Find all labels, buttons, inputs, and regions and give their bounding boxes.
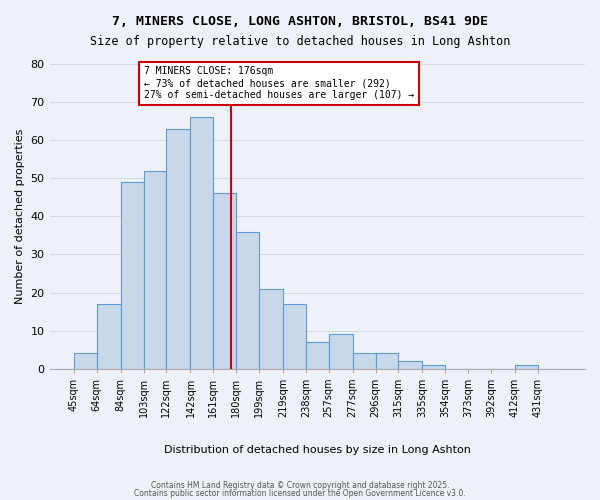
Bar bbox=[259, 288, 283, 368]
Bar bbox=[166, 128, 190, 368]
Bar bbox=[121, 182, 143, 368]
Bar bbox=[283, 304, 306, 368]
Bar bbox=[236, 232, 259, 368]
Bar bbox=[190, 118, 214, 368]
Text: 7 MINERS CLOSE: 176sqm
← 73% of detached houses are smaller (292)
27% of semi-de: 7 MINERS CLOSE: 176sqm ← 73% of detached… bbox=[143, 66, 414, 100]
Bar bbox=[422, 365, 445, 368]
Bar bbox=[376, 354, 398, 368]
Bar bbox=[398, 361, 422, 368]
Bar bbox=[329, 334, 353, 368]
Text: Contains HM Land Registry data © Crown copyright and database right 2025.: Contains HM Land Registry data © Crown c… bbox=[151, 481, 449, 490]
Text: Size of property relative to detached houses in Long Ashton: Size of property relative to detached ho… bbox=[90, 35, 510, 48]
Bar bbox=[306, 342, 329, 368]
Text: Contains public sector information licensed under the Open Government Licence v3: Contains public sector information licen… bbox=[134, 488, 466, 498]
Bar bbox=[214, 194, 236, 368]
Text: 7, MINERS CLOSE, LONG ASHTON, BRISTOL, BS41 9DE: 7, MINERS CLOSE, LONG ASHTON, BRISTOL, B… bbox=[112, 15, 488, 28]
Bar bbox=[143, 170, 166, 368]
X-axis label: Distribution of detached houses by size in Long Ashton: Distribution of detached houses by size … bbox=[164, 445, 471, 455]
Bar bbox=[97, 304, 121, 368]
Bar bbox=[74, 354, 97, 368]
Bar bbox=[515, 365, 538, 368]
Y-axis label: Number of detached properties: Number of detached properties bbox=[15, 128, 25, 304]
Bar bbox=[353, 354, 376, 368]
